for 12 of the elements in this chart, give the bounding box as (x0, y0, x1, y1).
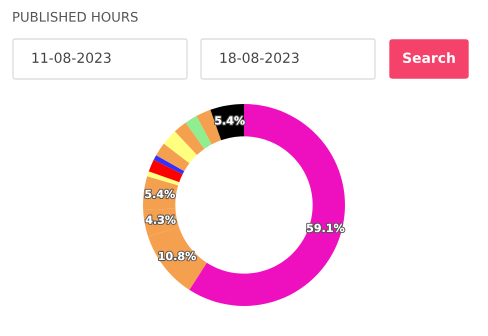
donut-slice (164, 131, 197, 164)
data-label: 5.4% (145, 190, 175, 198)
text: 11-08-2023 (32, 52, 111, 64)
data-label: 10.8% (158, 252, 196, 260)
donut-slice (147, 171, 180, 186)
data-label: 4.3% (146, 215, 176, 224)
donut-slice (148, 160, 183, 182)
text: 18-08-2023 (220, 52, 299, 64)
donut-slice (186, 116, 212, 149)
text: Search (403, 52, 455, 64)
donut-slice (154, 155, 184, 174)
chart-title: PUBLISHED HOURS (13, 12, 138, 22)
